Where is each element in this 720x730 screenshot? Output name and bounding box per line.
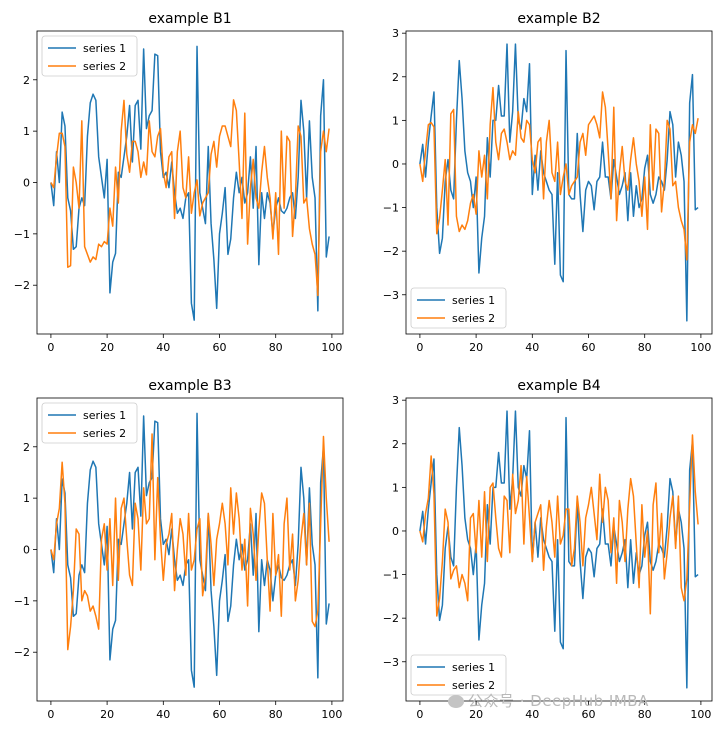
series-line-2 [419, 86, 699, 261]
x-tick-label: 60 [582, 708, 596, 721]
y-tick-label: 0 [23, 177, 30, 190]
x-tick-label: 40 [156, 708, 170, 721]
legend-label: series 1 [83, 409, 126, 422]
y-tick-label: −1 [383, 569, 399, 582]
x-tick-label: 60 [213, 708, 227, 721]
y-tick-label: 1 [23, 492, 30, 505]
chart-4: example B4 0 20 40 60 80 100 −3 −2 −1 0 1 2 3 series 1… [383, 378, 713, 721]
y-tick-label: 2 [23, 441, 30, 454]
x-tick-label: 0 [47, 341, 54, 354]
series-line-2 [50, 433, 330, 651]
x-tick-label: 20 [469, 708, 483, 721]
y-tick-label: −2 [14, 646, 30, 659]
y-tick-label: −1 [14, 595, 30, 608]
x-tick-label: 100 [321, 341, 342, 354]
x-tick-label: 80 [638, 708, 652, 721]
legend-label: series 1 [452, 294, 495, 307]
series-line-1 [419, 43, 699, 322]
y-tick-label: −2 [383, 245, 399, 258]
x-tick-label: 100 [321, 708, 342, 721]
axes-frame [405, 397, 713, 702]
series-line-2 [419, 434, 699, 617]
series-line-2 [50, 99, 330, 297]
x-tick-label: 40 [525, 708, 539, 721]
watermark-text: 公众号 · DeepHub IMBA [468, 692, 649, 710]
legend-label: series 1 [452, 661, 495, 674]
y-tick-label: 3 [392, 27, 399, 40]
y-tick-label: 2 [392, 438, 399, 451]
chart-title: example B3 [148, 378, 231, 394]
y-tick-label: 0 [392, 525, 399, 538]
y-tick-label: 0 [392, 158, 399, 171]
legend: series 1 series 2 [410, 287, 507, 329]
series-line-1 [50, 45, 330, 321]
y-tick-label: 2 [23, 74, 30, 87]
legend: series 1 series 2 [41, 402, 138, 444]
x-tick-label: 0 [47, 708, 54, 721]
x-tick-label: 20 [100, 708, 114, 721]
y-tick-label: 1 [23, 125, 30, 138]
y-tick-label: −3 [383, 656, 399, 669]
x-tick-label: 0 [416, 341, 423, 354]
y-tick-label: −3 [383, 289, 399, 302]
y-tick-label: −1 [14, 228, 30, 241]
wechat-icon [448, 695, 464, 708]
x-tick-label: 100 [690, 708, 711, 721]
y-tick-label: 3 [392, 394, 399, 407]
y-tick-label: 2 [392, 71, 399, 84]
x-tick-label: 80 [638, 341, 652, 354]
x-tick-label: 60 [582, 341, 596, 354]
legend: series 1 series 2 [410, 654, 507, 696]
legend-label: series 2 [452, 312, 495, 325]
x-tick-label: 80 [269, 708, 283, 721]
watermark: 公众号 · DeepHub IMBA [448, 690, 649, 711]
legend: series 1 series 2 [41, 35, 138, 77]
axes-frame [405, 30, 713, 335]
x-tick-label: 40 [156, 341, 170, 354]
y-tick-label: 0 [23, 544, 30, 557]
legend-label: series 2 [83, 60, 126, 73]
y-tick-label: −1 [383, 202, 399, 215]
x-tick-label: 40 [525, 341, 539, 354]
legend-label: series 2 [83, 427, 126, 440]
y-tick-label: 1 [392, 481, 399, 494]
x-tick-label: 60 [213, 341, 227, 354]
series-line-1 [419, 410, 699, 689]
legend-label: series 1 [83, 42, 126, 55]
y-tick-label: −2 [14, 279, 30, 292]
y-tick-label: 1 [392, 114, 399, 127]
chart-title: example B2 [517, 11, 600, 27]
x-tick-label: 20 [469, 341, 483, 354]
legend-label: series 2 [452, 679, 495, 692]
chart-title: example B1 [148, 11, 231, 27]
x-tick-label: 0 [416, 708, 423, 721]
x-tick-label: 80 [269, 341, 283, 354]
chart-2: example B2 0 20 40 60 80 100 −3 −2 −1 0 1 2 3 series 1… [383, 11, 713, 354]
chart-title: example B4 [517, 378, 600, 394]
x-tick-label: 20 [100, 341, 114, 354]
x-tick-label: 100 [690, 341, 711, 354]
y-tick-label: −2 [383, 612, 399, 625]
